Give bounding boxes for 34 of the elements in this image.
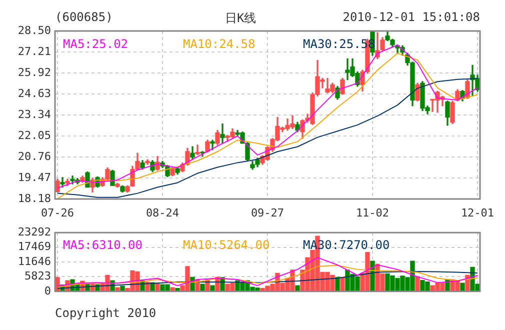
x-tick-label: 08-24 <box>146 206 180 220</box>
y-tick-label: 28.50 <box>18 24 51 37</box>
text: MA10:24.58 <box>183 37 256 51</box>
bar <box>210 285 215 292</box>
y-tick-label: 27.21 <box>18 44 51 58</box>
text: 2010-12-01 15:01:08 <box>342 10 480 24</box>
y-tick-label: 5823 <box>24 270 51 283</box>
bar <box>460 282 465 292</box>
text: Copyright 2010 <box>55 306 156 320</box>
y-tick-label: 22.05 <box>18 128 51 142</box>
x-tick-label: 07-26 <box>40 206 74 220</box>
y-tick-label: 18.18 <box>18 192 51 205</box>
y-tick-label: 20.76 <box>18 150 51 163</box>
y-tick-label: 24.63 <box>18 86 51 100</box>
y-tick-label: 17469 <box>18 240 51 254</box>
y-tick-label: 23292 <box>18 225 51 238</box>
y-tick-label: 0 <box>44 284 51 298</box>
text: MA5:25.02 <box>63 37 130 51</box>
x-tick-label: 11-02 <box>356 206 390 220</box>
bar <box>415 276 420 292</box>
y-tick-label: 25.92 <box>18 66 51 79</box>
y-tick-label: 19.47 <box>18 170 51 184</box>
text: MA5:6310.00 <box>63 238 144 252</box>
chart-title: (600685) <box>55 10 113 24</box>
y-tick-label: 11646 <box>18 254 51 268</box>
bar <box>340 276 345 292</box>
text: MA10:5264.00 <box>183 238 271 252</box>
bar <box>200 284 205 292</box>
x-tick-label: 12-01 <box>460 206 494 220</box>
bar <box>295 285 300 292</box>
y-tick-label: 23.34 <box>18 108 52 121</box>
bar <box>335 276 340 292</box>
chart-subtitle: 日K线 <box>225 10 256 27</box>
x-tick-label: 09-27 <box>250 206 284 220</box>
